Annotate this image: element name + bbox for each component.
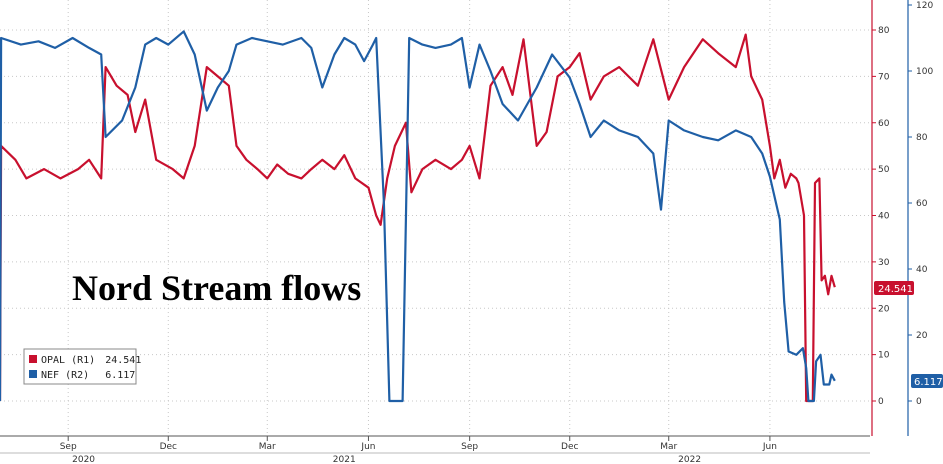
- y1-tick-label: 50: [878, 165, 890, 175]
- x-tick-label: Sep: [461, 442, 478, 452]
- x-year-label: 2020: [72, 455, 95, 464]
- x-tick-label: Jun: [762, 442, 777, 452]
- legend-name-opal: OPAL (R1): [41, 355, 95, 366]
- chart-title: Nord Stream flows: [72, 268, 361, 308]
- y2-tick-label: 60: [916, 199, 928, 209]
- y1-tick-label: 80: [878, 26, 890, 36]
- y1-tick-label: 60: [878, 119, 890, 129]
- legend-value-nef: 6.117: [105, 370, 135, 381]
- x-tick-label: Mar: [660, 442, 677, 452]
- x-tick-label: Jun: [360, 442, 375, 452]
- legend: OPAL (R1) 24.541 NEF (R2) 6.117: [23, 348, 141, 385]
- x-year-label: 2021: [333, 455, 356, 464]
- y1-tick-label: 30: [878, 258, 890, 268]
- y2-tick-label: 100: [916, 67, 933, 77]
- legend-label-opal: OPAL (R1) 24.541: [41, 355, 141, 366]
- y2-tick-label: 120: [916, 1, 933, 11]
- y1-tick-label: 70: [878, 72, 890, 82]
- x-year-label: 2022: [678, 455, 701, 464]
- x-tick-label: Mar: [259, 442, 276, 452]
- x-tick-label: Sep: [60, 442, 77, 452]
- grid: [0, 0, 870, 436]
- badge-nef-bg: [911, 374, 943, 388]
- legend-swatch-opal: [29, 355, 37, 363]
- badge-nef: 6.117: [911, 374, 943, 388]
- badge-opal: 24.541: [874, 281, 914, 295]
- legend-value-opal: 24.541: [105, 355, 141, 366]
- series-lines: [0, 30, 836, 403]
- y1-tick-label: 20: [878, 304, 890, 314]
- y1-tick-label: 40: [878, 212, 890, 222]
- legend-label-nef: NEF (R2) 6.117: [41, 370, 135, 381]
- badge-opal-value: 24.541: [878, 284, 913, 295]
- badge-opal-bg: [874, 281, 914, 295]
- y1-tick-label: 10: [878, 351, 890, 361]
- series-line-nef: [0, 30, 836, 403]
- legend-box: [23, 348, 137, 385]
- y2-tick-label: 0: [916, 397, 922, 407]
- y2-tick-label: 20: [916, 331, 928, 341]
- x-tick-label: Dec: [160, 442, 177, 452]
- x-tick-label: Dec: [561, 442, 578, 452]
- y2-tick-label: 40: [916, 265, 928, 275]
- badge-nef-value: 6.117: [914, 377, 943, 388]
- y1-tick-label: 0: [878, 397, 884, 407]
- legend-swatch-nef: [29, 370, 37, 378]
- y2-tick-label: 80: [916, 133, 928, 143]
- series-line-opal: [0, 33, 836, 403]
- legend-name-nef: NEF (R2): [41, 370, 89, 381]
